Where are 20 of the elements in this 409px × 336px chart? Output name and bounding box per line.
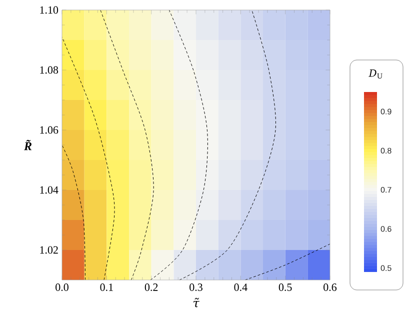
x-tick-label: 0.2: [144, 284, 158, 291]
y-tick-label: 1.08: [40, 66, 58, 74]
y-tick-label: 1.02: [40, 246, 58, 254]
color-bar-label: 0.8: [380, 148, 392, 154]
y-tick-label: 1.04: [40, 186, 58, 194]
x-tick-label: 0.4: [234, 284, 248, 291]
color-bar-title: D$_{U}$: [368, 69, 382, 79]
color-bar-label: 0.9: [380, 108, 392, 114]
y-tick-label: 1.10: [40, 6, 58, 14]
x-axis-title: τ̃: [193, 298, 200, 308]
color-bar-label: 0.7: [380, 186, 392, 193]
x-tick-label: 0.0: [56, 284, 68, 291]
y-axis-title: R̃: [24, 140, 32, 150]
color-bar-label: 0.6: [380, 226, 392, 232]
x-tick-label: 0.5: [278, 284, 292, 291]
y-tick-label: 1.06: [40, 126, 58, 134]
x-tick-label: 0.3: [190, 284, 202, 291]
color-bar-label: 0.5: [380, 265, 392, 271]
x-tick-label: 0.6: [324, 284, 337, 291]
x-tick-label: 0.1: [100, 284, 113, 291]
